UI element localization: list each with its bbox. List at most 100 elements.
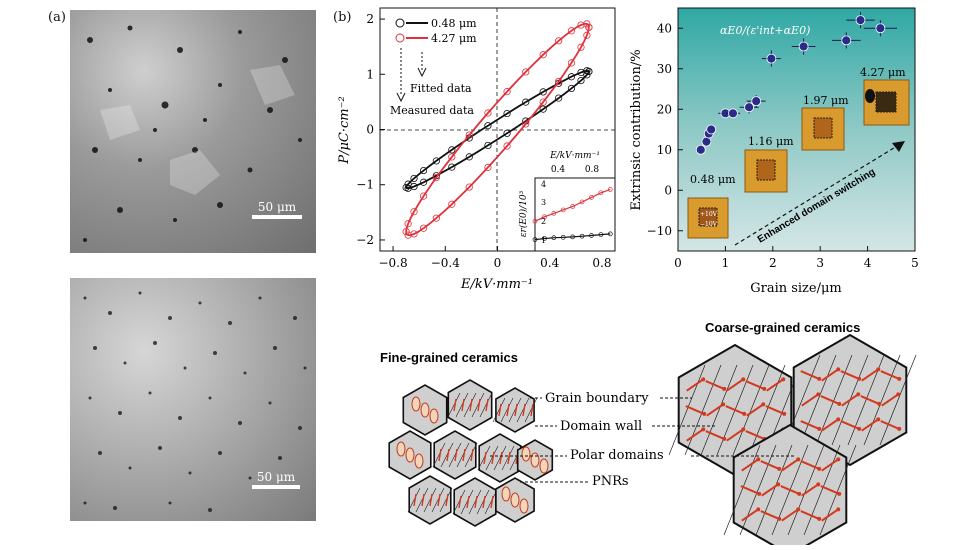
x-tick-label: −0.8 bbox=[378, 256, 407, 270]
hysteresis-chart: −0.8 −0.4 0 0.4 0.8 2 1 0 −1 −2 0.48 μm 4.27 μm F… bbox=[337, 7, 616, 292]
polar-domain-arrow bbox=[821, 418, 839, 432]
polar-domain-arrow bbox=[745, 430, 765, 440]
hysteresis-point bbox=[410, 182, 418, 191]
hysteresis-point bbox=[419, 224, 428, 232]
domain-wall bbox=[755, 444, 793, 536]
domain-wall bbox=[471, 392, 485, 418]
domain-wall bbox=[668, 364, 706, 456]
hysteresis-point bbox=[585, 67, 593, 76]
hysteresis-point bbox=[567, 27, 576, 35]
inset-ytick-1: 3 bbox=[541, 198, 546, 207]
hysteresis-point bbox=[419, 166, 428, 175]
arrow-tip bbox=[762, 386, 767, 391]
inset-ytick-3: 1 bbox=[541, 236, 546, 245]
hysteresis-point bbox=[522, 68, 530, 76]
polar-domain-arrow bbox=[800, 420, 820, 430]
polar-domain-arrow bbox=[841, 393, 859, 407]
domain-wall bbox=[500, 397, 514, 423]
hysteresis-point bbox=[522, 120, 530, 128]
polar-domain-arrow bbox=[726, 378, 744, 392]
domain-wall bbox=[415, 487, 429, 513]
arrow-tip bbox=[837, 491, 842, 496]
coarse-grain bbox=[732, 423, 848, 545]
enhanced-arrowhead bbox=[892, 141, 905, 152]
inset-point bbox=[598, 232, 604, 237]
data-point bbox=[751, 96, 762, 107]
label-polar-domains: Polar domains bbox=[570, 448, 664, 463]
polar-domain-arrow bbox=[881, 393, 899, 407]
hysteresis-loop-0 bbox=[405, 69, 590, 190]
y-tick-label: 30 bbox=[657, 62, 672, 76]
arrow-tip bbox=[897, 426, 902, 431]
pnr bbox=[429, 408, 439, 424]
data-point bbox=[855, 15, 866, 26]
polar-domain-arrow bbox=[726, 428, 744, 442]
data-point bbox=[695, 144, 706, 155]
panel-b-label: (b) bbox=[333, 10, 352, 25]
coarse-grain-cluster bbox=[668, 333, 917, 545]
inset-point bbox=[570, 204, 575, 209]
domain-wall bbox=[476, 489, 490, 515]
inset-point bbox=[532, 218, 538, 224]
polar-domain-arrow bbox=[470, 448, 474, 462]
domain-schematic: Fine-grained ceramics Coarse-grained cer… bbox=[380, 320, 917, 545]
data-point bbox=[706, 124, 717, 135]
polar-domain-arrow bbox=[530, 403, 534, 417]
y-tick-label: 2 bbox=[366, 12, 374, 26]
arrow-tip bbox=[777, 466, 782, 471]
arrow-tip bbox=[817, 426, 822, 431]
label-domain-wall: Domain wall bbox=[560, 419, 642, 434]
data-point bbox=[701, 136, 712, 147]
pfm-minus-label: −10V bbox=[700, 221, 718, 228]
micrograph-coarse: 50 μm bbox=[70, 10, 316, 253]
polar-domain-arrow bbox=[462, 448, 466, 462]
hysteresis-loop-1 bbox=[405, 23, 590, 236]
pfm-image-116 bbox=[744, 149, 788, 193]
polar-domain-arrow bbox=[445, 493, 449, 507]
hysteresis-point bbox=[583, 31, 591, 39]
arrow-tip bbox=[722, 386, 727, 391]
polar-domain-arrow bbox=[469, 398, 473, 412]
fine-title: Fine-grained ceramics bbox=[380, 350, 518, 365]
hysteresis-point bbox=[404, 220, 412, 228]
arrow-tip bbox=[836, 507, 841, 512]
polar-domain-arrow bbox=[477, 398, 481, 412]
arrow-tip bbox=[781, 377, 786, 382]
hysteresis-point bbox=[577, 76, 585, 85]
domain-wall bbox=[407, 487, 421, 513]
hysteresis-point bbox=[402, 228, 410, 236]
polar-domain-arrow bbox=[821, 368, 839, 382]
hysteresis-point bbox=[484, 141, 492, 150]
legend-label-0: 0.48 μm bbox=[431, 17, 477, 30]
x-tick-label: 0 bbox=[494, 256, 502, 270]
size-label-197: 1.97 μm bbox=[803, 94, 849, 107]
domain-wall bbox=[684, 364, 722, 456]
hysteresis-point bbox=[539, 51, 547, 59]
polar-domain-arrow bbox=[514, 403, 518, 417]
domain-wall bbox=[456, 442, 470, 468]
label-leader-lines bbox=[490, 397, 795, 483]
size-label-427: 4.27 μm bbox=[860, 66, 906, 79]
polar-domain-arrow bbox=[801, 483, 819, 497]
domain-wall bbox=[516, 397, 530, 423]
arrow-tip bbox=[722, 436, 727, 441]
arrow-tip bbox=[741, 377, 746, 382]
hysteresis-point bbox=[567, 73, 576, 81]
arrow-tip bbox=[816, 482, 821, 487]
polar-domain-arrow bbox=[454, 448, 458, 462]
hysteresis-point bbox=[465, 153, 473, 161]
polar-domain-arrow bbox=[413, 493, 417, 507]
arrow-tip bbox=[701, 427, 706, 432]
domain-wall bbox=[700, 364, 738, 456]
polar-domain-arrow bbox=[800, 370, 820, 380]
inset-xtick-1: 0.8 bbox=[585, 165, 600, 175]
polar-domain-arrow bbox=[761, 483, 779, 497]
fine-grain-cluster bbox=[388, 379, 554, 527]
enhanced-arrow-line bbox=[734, 142, 903, 246]
fine-grain-texture bbox=[83, 291, 307, 512]
arrow-tip bbox=[857, 426, 862, 431]
domain-wall bbox=[879, 354, 917, 446]
domain-wall bbox=[803, 444, 841, 536]
x-tick-label: 0.8 bbox=[592, 256, 611, 270]
arrow-tip bbox=[721, 402, 726, 407]
